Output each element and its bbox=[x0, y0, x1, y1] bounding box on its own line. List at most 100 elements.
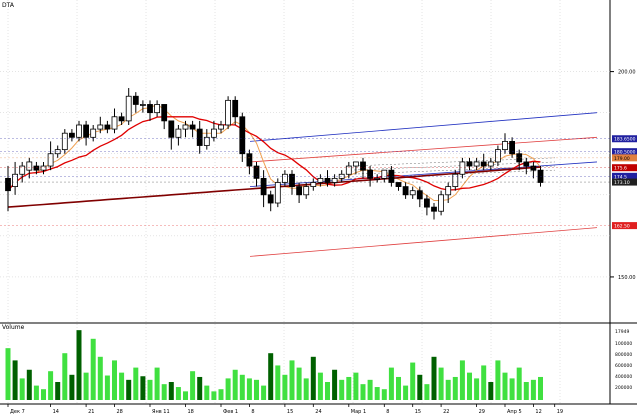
price-flag-label: 179.00 bbox=[614, 156, 630, 162]
volume-bar bbox=[168, 382, 174, 400]
volume-panel-title: Volume bbox=[2, 324, 25, 331]
volume-bar bbox=[90, 338, 96, 400]
candle-body bbox=[104, 124, 111, 130]
volume-bar bbox=[474, 378, 480, 400]
price-flag-box bbox=[612, 154, 637, 162]
price-flag-box bbox=[612, 135, 637, 143]
volume-bar bbox=[403, 385, 409, 400]
candle-body bbox=[416, 190, 423, 200]
candle-body bbox=[445, 186, 452, 196]
time-axis-label: 14 bbox=[53, 409, 59, 415]
candle-body bbox=[196, 128, 203, 146]
candle-body bbox=[19, 165, 26, 175]
candle-body bbox=[40, 165, 47, 171]
candle-body bbox=[111, 116, 118, 130]
price-flag-label: 175.6 bbox=[614, 166, 627, 172]
volume-bar bbox=[147, 379, 153, 400]
price-flag-box bbox=[612, 148, 637, 156]
candle-body bbox=[168, 120, 175, 138]
candle-body bbox=[147, 104, 153, 114]
time-axis-label: 18 bbox=[188, 409, 194, 415]
candle-body bbox=[232, 99, 239, 118]
candle-body bbox=[402, 186, 409, 196]
volume-bar bbox=[495, 360, 501, 400]
volume-bar bbox=[275, 365, 281, 400]
price-flag-label: 180.5000 bbox=[614, 150, 636, 156]
candle-body bbox=[473, 161, 480, 167]
candle-body bbox=[125, 95, 132, 122]
candle-body bbox=[395, 182, 402, 187]
candle-body bbox=[466, 161, 473, 167]
candle-body bbox=[69, 132, 75, 138]
volume-series bbox=[5, 330, 543, 400]
candle-body bbox=[459, 161, 466, 175]
candle-body bbox=[5, 177, 11, 192]
candle-body bbox=[218, 124, 224, 130]
volume-bar bbox=[310, 356, 316, 400]
volume-bar bbox=[161, 384, 167, 400]
volume-bar bbox=[424, 384, 430, 400]
volume-bar bbox=[197, 376, 203, 400]
time-axis-label: 12 bbox=[535, 409, 541, 415]
volume-bar bbox=[353, 372, 359, 400]
candle-body bbox=[33, 165, 40, 171]
volume-bar bbox=[5, 348, 11, 400]
time-axis-label: Апр 5 bbox=[507, 409, 522, 415]
volume-bar bbox=[488, 382, 494, 400]
time-axis-label: 29 bbox=[479, 409, 485, 415]
volume-bar bbox=[62, 353, 68, 400]
time-axis-label: Мар 1 bbox=[351, 409, 366, 415]
candle-body bbox=[331, 177, 338, 183]
candle-body bbox=[296, 186, 303, 196]
volume-bar bbox=[381, 389, 387, 400]
volume-bar bbox=[239, 374, 245, 400]
volume-bar bbox=[417, 374, 423, 400]
volume-bar bbox=[261, 385, 267, 400]
volume-bar bbox=[19, 378, 25, 400]
candle-body bbox=[76, 124, 82, 138]
volume-bar bbox=[360, 384, 366, 400]
volume-bar bbox=[481, 365, 487, 400]
volume-bar bbox=[112, 360, 117, 400]
candle-body bbox=[154, 104, 161, 114]
volume-bar bbox=[254, 379, 259, 400]
volume-bar bbox=[119, 372, 125, 400]
candle-body bbox=[97, 124, 104, 130]
time-axis-label: 19 bbox=[557, 409, 563, 415]
volume-bar bbox=[69, 374, 75, 400]
volume-bar bbox=[140, 376, 146, 400]
volume-bar bbox=[530, 379, 536, 400]
volume-bar bbox=[154, 367, 160, 400]
volume-bar bbox=[388, 367, 394, 400]
time-axis-label: 8 bbox=[251, 409, 254, 415]
volume-bar bbox=[126, 379, 132, 400]
volume-bar bbox=[452, 376, 458, 400]
time-axis: Дек 7 14 21 28 Янв 11 18 Фев 1 8 15 24 Мар 1 8 15 22 2… bbox=[7, 404, 563, 415]
volume-bar bbox=[211, 391, 217, 400]
volume-bar bbox=[317, 372, 323, 400]
candle-body bbox=[431, 206, 437, 212]
candle-body bbox=[289, 173, 295, 187]
candle-body bbox=[409, 190, 416, 196]
candle-body bbox=[367, 169, 374, 179]
volume-bar bbox=[509, 378, 515, 400]
candle-body bbox=[381, 169, 388, 179]
time-axis-label: 8 bbox=[386, 409, 389, 415]
candle-body bbox=[281, 173, 288, 183]
price-flag-label: 174.5 bbox=[614, 174, 627, 180]
volume-axis-label: 17949 bbox=[615, 329, 629, 335]
volume-axis-label: 600000 bbox=[615, 363, 632, 369]
candle-body bbox=[253, 165, 260, 179]
time-axis-label: Дек 7 bbox=[10, 409, 25, 415]
candle-body bbox=[225, 99, 232, 126]
volume-bar bbox=[516, 367, 522, 400]
candle-body bbox=[374, 177, 381, 180]
ma-slow-line bbox=[7, 166, 541, 208]
candle-body bbox=[438, 194, 445, 212]
volume-axis-label: 400000 bbox=[615, 374, 632, 380]
candle-body bbox=[274, 182, 281, 204]
time-axis-label: 24 bbox=[315, 409, 321, 415]
